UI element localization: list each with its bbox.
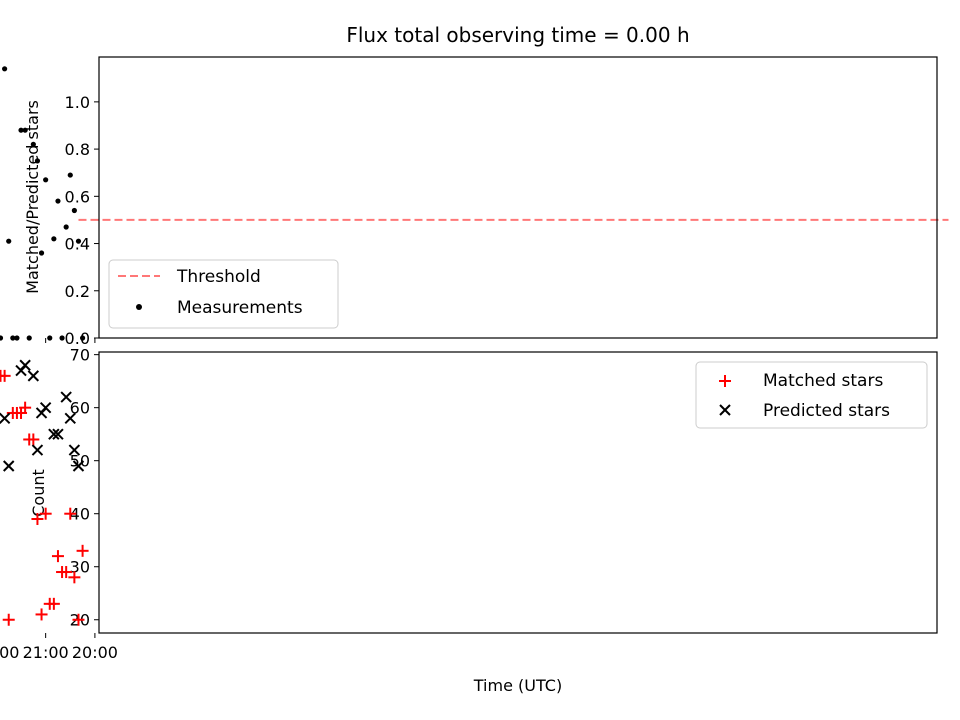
matched-star-point [0,374,3,377]
matched-star-point [2,613,15,626]
measurement-point [26,335,32,341]
measurement-point [71,207,77,214]
bottom-y-axis-label: Count [29,469,48,517]
bottom-y-tick-label-3: 50 [70,452,90,471]
measurement-points [0,66,86,341]
top-legend-box [108,259,339,329]
measurement-point [51,236,57,242]
top-y-tick-label-5: 1.0 [65,93,90,112]
matched-star-point [39,507,52,520]
measurement-point [79,335,86,341]
measurement-point [22,127,28,133]
predicted-star-point [27,370,40,382]
top-y-axis-label: Matched/Predicted stars [23,100,42,294]
bottom-legend-box [695,361,928,429]
legend-matched-swatch [719,375,731,387]
bottom-x-tick-label-2: 22:00 [0,643,19,662]
legend-matched-label: Matched stars [763,371,883,391]
predicted-star-point [31,444,44,456]
bottom-legend: Matched stars Predicted stars [695,361,928,429]
predicted-star-point [48,428,60,440]
top-y-tick-label-2: 0.4 [65,235,90,254]
matched-star-point [56,566,69,579]
bottom-axes-frame [98,351,938,634]
predicted-star-point [3,460,15,472]
measurement-point [2,66,8,72]
x-axis-label: Time (UTC) [473,676,562,695]
predicted-star-point [72,460,85,472]
measurement-point [10,335,16,341]
measurement-point [55,198,61,204]
legend-predicted-label: Predicted stars [763,401,890,421]
matched-star-point [23,433,36,446]
bottom-y-tick-label-2: 40 [70,505,90,524]
measurement-point [18,127,24,133]
top-y-ticks: 0.0 0.2 0.4 0.6 0.8 1.0 [65,93,99,348]
legend-predicted-swatch [719,404,731,416]
measurement-point [75,238,82,244]
predicted-star-point [60,391,72,403]
top-y-tick-label-0: 0.0 [65,329,90,348]
bottom-x-tick-label-0: 20:00 [72,643,118,662]
predicted-star-point [68,444,81,456]
predicted-star-point [52,428,64,440]
measurement-point [30,141,36,147]
top-y-tick-label-3: 0.6 [65,187,90,206]
measurement-point [43,177,49,183]
matched-star-point [43,597,56,610]
legend-measurements-swatch [136,304,142,310]
bottom-x-tick-label-1: 21:00 [23,643,69,662]
predicted-star-point [0,412,11,424]
predicted-stars-points [0,359,85,472]
predicted-star-point [15,364,27,377]
matched-star-point [51,550,64,563]
measurement-point [6,238,12,244]
matched-star-point [64,507,77,520]
top-panel: Flux total observing time = 0.00 h Match… [0,23,949,348]
legend-measurements-label: Measurements [177,298,303,318]
measurement-point [34,158,41,164]
matched-star-point [35,608,48,621]
top-axes-frame [98,56,938,339]
matched-star-point [31,513,44,526]
predicted-star-point [64,412,76,424]
matched-stars-points [0,369,89,626]
legend-threshold-label: Threshold [176,267,261,287]
measurement-point [38,250,45,256]
matched-star-point [68,571,81,584]
top-y-tick-label-4: 0.8 [65,140,90,159]
chart-title: Flux total observing time = 0.00 h [346,23,689,47]
bottom-y-tick-label-5: 70 [70,346,90,365]
matched-star-point [76,544,89,557]
top-x-ticks [45,338,96,343]
top-y-tick-label-1: 0.2 [65,282,90,301]
measurement-point [59,335,65,341]
measurement-point [63,224,69,230]
top-legend: Threshold Measurements [108,259,339,329]
measurement-point [0,335,4,341]
measurement-point [14,335,20,341]
matched-star-point [72,613,85,626]
bottom-y-tick-label-1: 30 [70,558,90,577]
measurement-point [47,335,53,341]
measurement-point [67,172,73,178]
predicted-star-point [35,407,48,419]
